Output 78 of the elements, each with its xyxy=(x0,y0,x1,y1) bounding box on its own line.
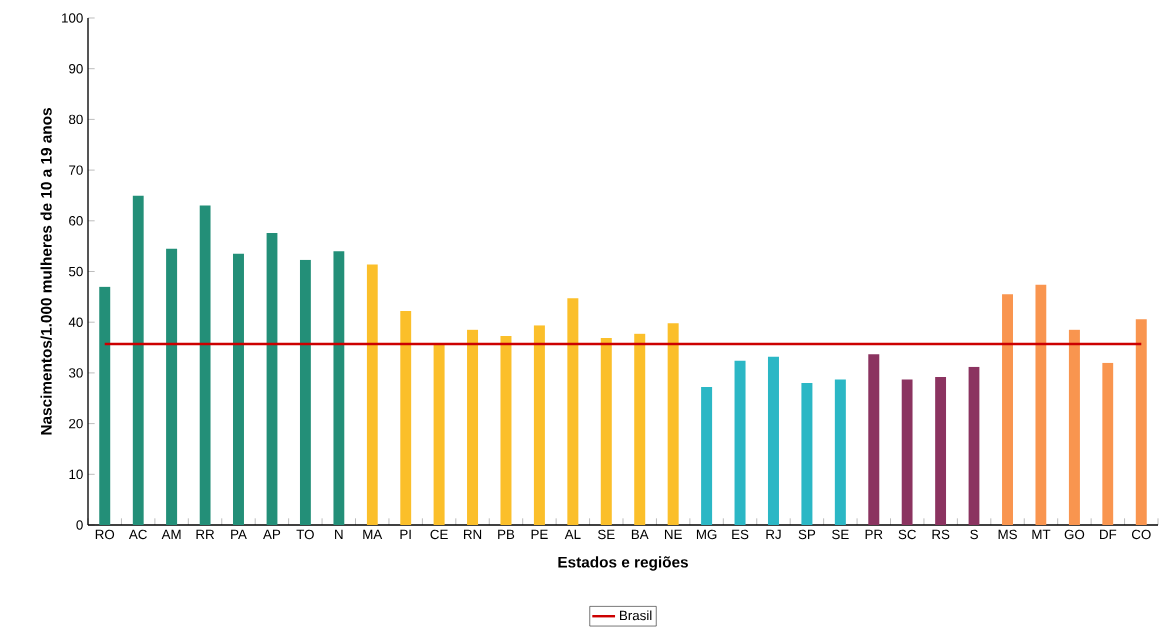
bar xyxy=(1068,329,1080,525)
x-tick-label: AM xyxy=(161,529,181,539)
y-tick-label: 80 xyxy=(69,114,83,125)
bar xyxy=(600,337,612,525)
y-tick-label: 10 xyxy=(69,469,83,480)
bar xyxy=(299,259,311,525)
bar xyxy=(500,335,512,525)
x-tick-label: CE xyxy=(430,529,448,540)
bar xyxy=(1102,362,1114,525)
y-tick-label: 70 xyxy=(69,165,83,175)
x-tick-label: N xyxy=(335,529,343,539)
y-tick-label: 30 xyxy=(68,368,83,378)
bar xyxy=(734,360,746,525)
x-tick-label: AL xyxy=(564,529,581,539)
x-tick-label: SE xyxy=(832,529,849,540)
y-tick-label: 60 xyxy=(69,216,83,226)
x-tick-label: TO xyxy=(296,529,314,540)
bar xyxy=(232,253,244,525)
bar xyxy=(701,387,713,525)
x-tick-label: RR xyxy=(196,529,215,539)
y-tick-label: 50 xyxy=(69,266,83,277)
bar xyxy=(1002,294,1014,525)
x-tick-label: PA xyxy=(231,529,247,539)
x-tick-label: CO xyxy=(1131,529,1151,540)
y-tick-label: 0 xyxy=(76,520,83,530)
bar xyxy=(166,248,178,525)
bar xyxy=(433,344,445,525)
y-tick-label: 40 xyxy=(68,317,83,327)
x-tick-label: RN xyxy=(463,529,482,539)
x-tick-label: PI xyxy=(400,529,411,539)
y-tick-label: 20 xyxy=(69,418,83,429)
bar xyxy=(199,205,211,525)
bar xyxy=(868,354,880,525)
bar xyxy=(400,311,412,525)
bar xyxy=(901,379,913,525)
x-tick-label: DF xyxy=(1100,529,1117,539)
y-tick-label: 100 xyxy=(62,13,83,23)
legend-label: Brasil xyxy=(620,610,652,621)
x-tick-label: MT xyxy=(1032,529,1051,539)
x-tick-label: SP xyxy=(798,529,816,540)
bar xyxy=(132,195,144,525)
x-tick-label: AC xyxy=(128,529,147,540)
x-tick-label: NE xyxy=(664,529,682,539)
bar xyxy=(1135,319,1147,525)
bar xyxy=(634,333,646,525)
bar xyxy=(366,264,378,525)
x-tick-label: S xyxy=(970,529,978,540)
bar xyxy=(467,329,479,525)
x-tick-label: SC xyxy=(898,529,916,540)
y-tick-label: 90 xyxy=(69,63,83,74)
x-tick-label: ES xyxy=(732,529,749,540)
x-tick-label: AP xyxy=(263,529,281,539)
bar xyxy=(333,251,345,525)
x-tick-label: PB xyxy=(498,529,515,539)
bar xyxy=(968,366,980,525)
bar xyxy=(935,376,947,525)
x-tick-label: PR xyxy=(865,529,883,539)
bar xyxy=(99,286,111,525)
x-tick-label: RO xyxy=(95,529,115,540)
y-axis-title: Nascimentos/1.000 mulheres de 10 a 19 anos xyxy=(40,108,52,435)
x-tick-label: RS xyxy=(932,529,950,540)
bar xyxy=(801,383,813,525)
x-tick-label: BA xyxy=(631,529,649,539)
bar xyxy=(567,298,579,525)
bar xyxy=(667,323,679,525)
x-tick-label: MS xyxy=(998,529,1017,540)
x-tick-label: MA xyxy=(363,529,383,539)
x-axis-title: Estados e regiões xyxy=(558,556,688,571)
bar xyxy=(533,325,545,525)
x-tick-label: RJ xyxy=(766,529,781,540)
bar xyxy=(767,356,779,525)
bar xyxy=(834,379,846,525)
x-tick-label: MG xyxy=(696,529,717,540)
x-tick-label: PE xyxy=(531,529,548,539)
x-tick-label: GO xyxy=(1064,529,1085,540)
bar xyxy=(1035,284,1047,525)
x-tick-label: SE xyxy=(598,529,615,540)
bar xyxy=(266,232,278,525)
